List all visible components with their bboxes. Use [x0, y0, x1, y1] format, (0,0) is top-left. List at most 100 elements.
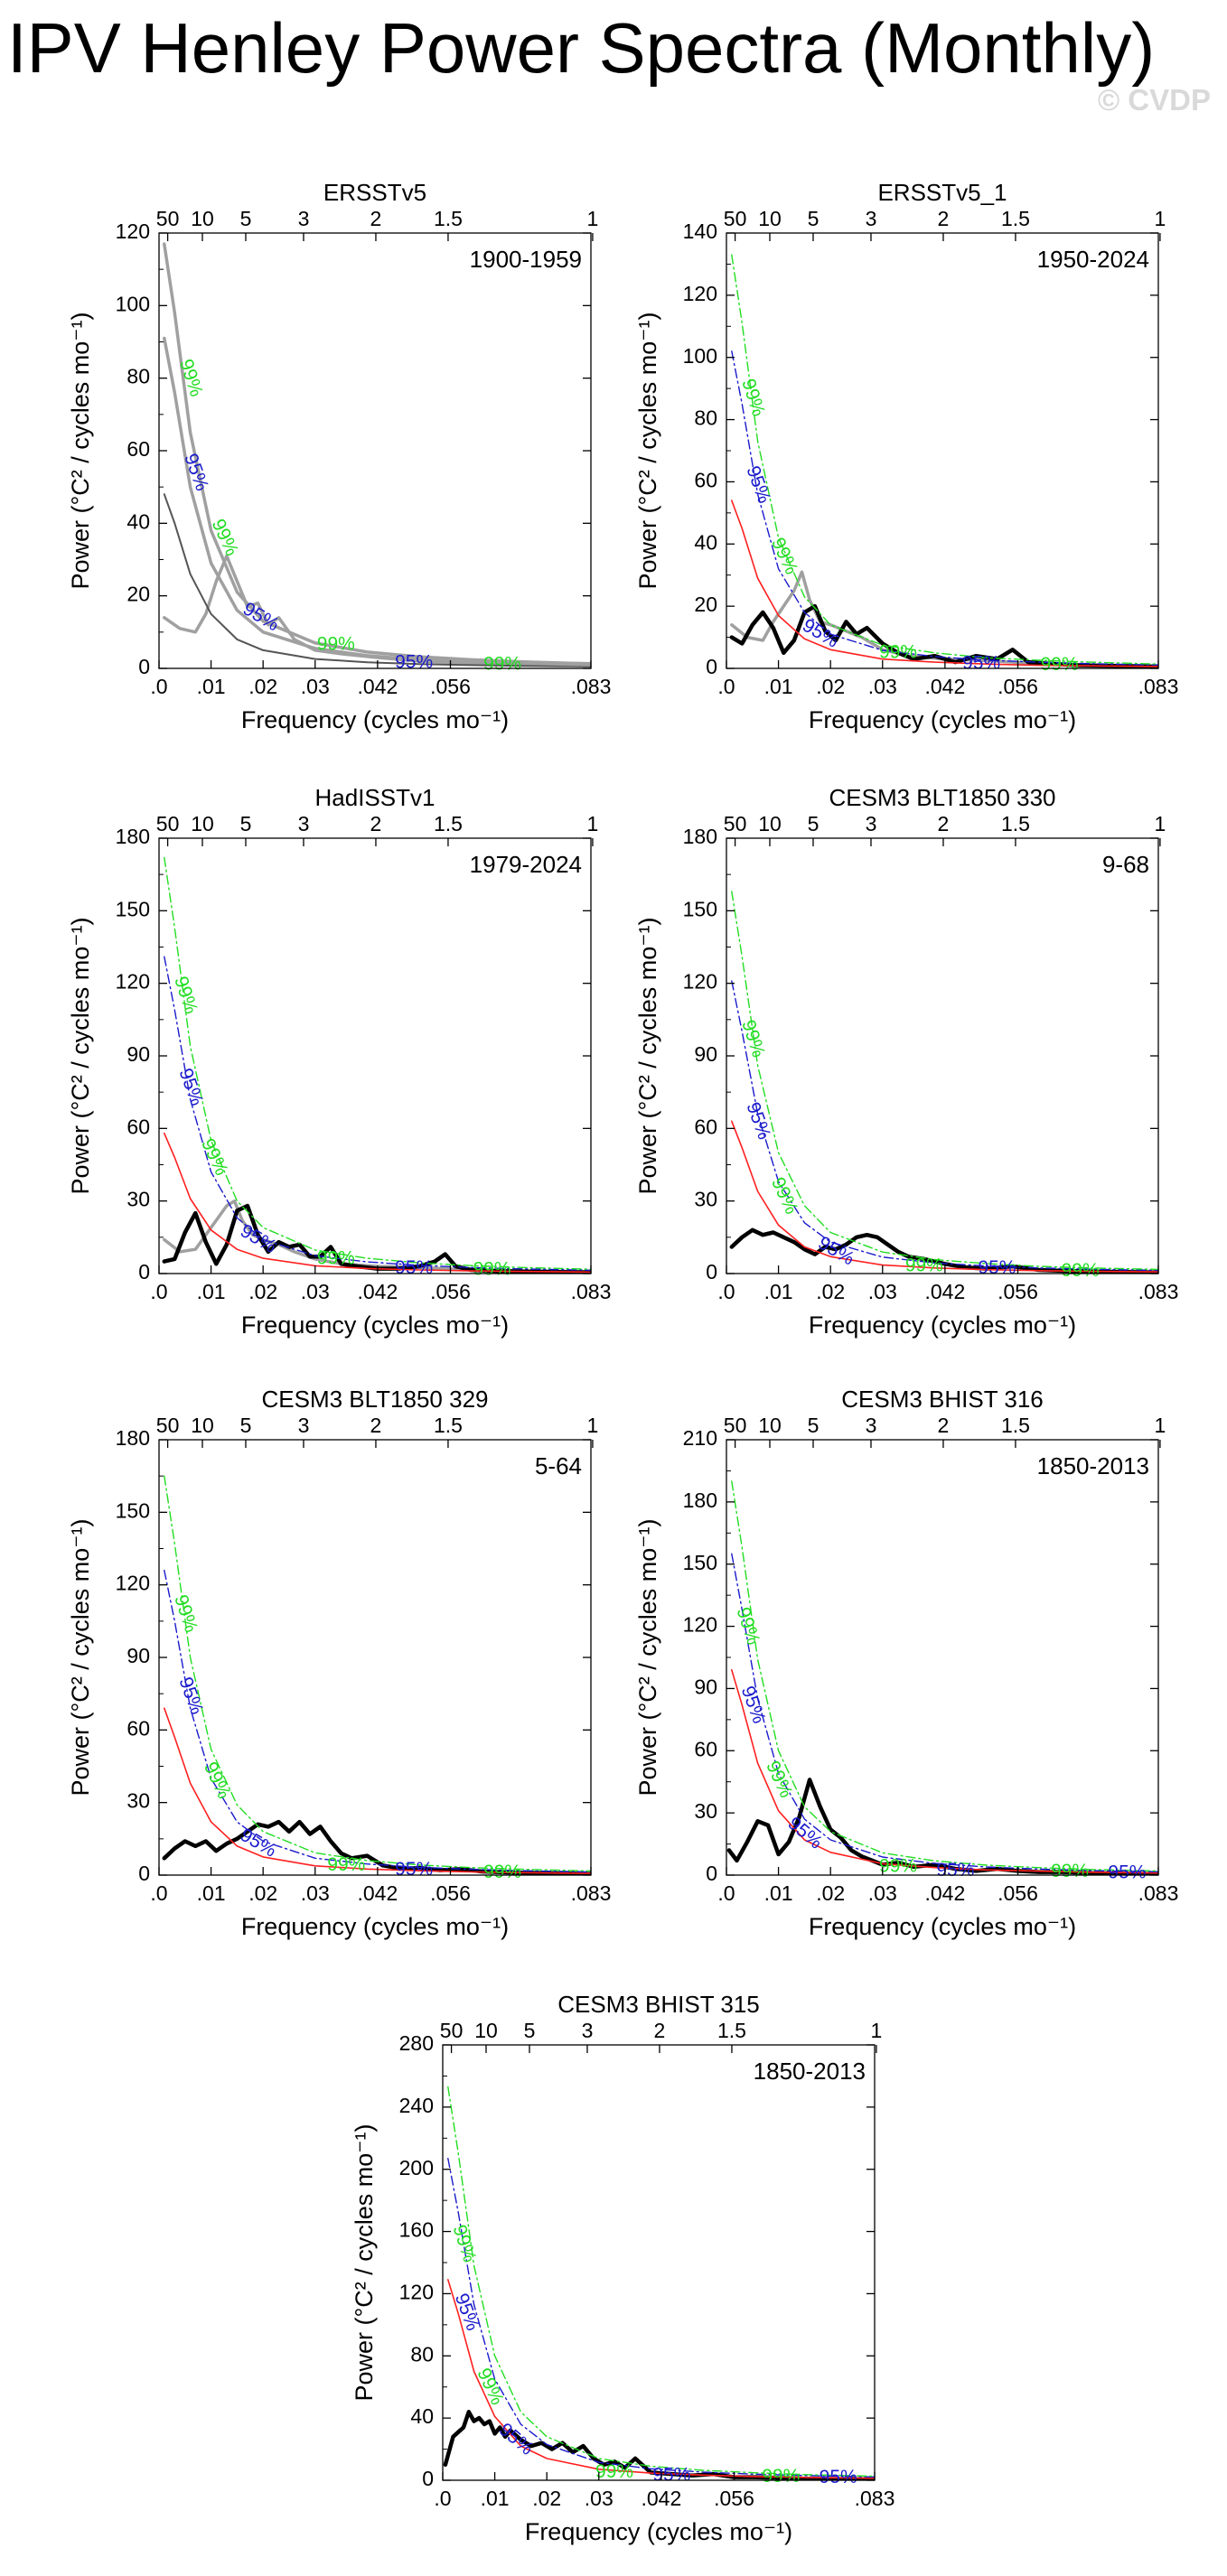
- top-period-label: 1.5: [1001, 1414, 1030, 1437]
- series-line-red_noise: [164, 1132, 591, 1274]
- x-tick-label: .0: [434, 2487, 451, 2510]
- x-axis-label: Frequency (cycles mo⁻¹): [525, 2518, 792, 2545]
- y-tick-label: 90: [126, 1644, 150, 1667]
- x-tick-label: .056: [430, 1280, 471, 1303]
- y-tick-label: 60: [126, 1716, 150, 1740]
- confidence-label: 95%: [174, 1066, 207, 1108]
- x-tick-label: .0: [150, 1280, 167, 1303]
- confidence-label: 99%: [175, 357, 207, 399]
- x-tick-label: .02: [532, 2487, 561, 2510]
- top-period-label: 3: [298, 207, 310, 230]
- series-group: [729, 891, 1158, 1274]
- period-label: 1950-2024: [1037, 246, 1149, 273]
- y-axis-label: Power (°C² / cycles mo⁻¹): [634, 917, 661, 1194]
- top-period-label: 2: [938, 207, 950, 230]
- y-tick-label: 200: [399, 2156, 434, 2179]
- series-group: [729, 254, 1158, 668]
- series-line-99pct: [447, 2086, 875, 2478]
- period-label: 1850-2013: [754, 2058, 866, 2085]
- top-period-label: 3: [866, 207, 877, 230]
- y-tick-label: 150: [116, 897, 150, 920]
- plot-frame: [158, 232, 592, 669]
- series-line-99pct: [163, 242, 591, 666]
- chart-title: CESM3 BHIST 315: [557, 1991, 760, 2018]
- y-tick-label: 60: [126, 437, 150, 461]
- x-tick-label: .083: [571, 1881, 612, 1905]
- confidence-label: 95%: [820, 2467, 857, 2487]
- top-period-label: 3: [866, 1414, 877, 1437]
- confidence-label: 99%: [1062, 1260, 1100, 1281]
- series-line-99pct: [731, 891, 1158, 1271]
- plot-frame: [442, 2044, 876, 2481]
- top-period-label: 5: [808, 812, 820, 835]
- confidence-label: 99%: [767, 1174, 802, 1218]
- confidence-label: 99%: [483, 654, 521, 675]
- period-label: 5-64: [535, 1452, 582, 1479]
- plot-frame: [726, 1439, 1159, 1876]
- confidence-label: 95%: [395, 1859, 433, 1880]
- series-line-95pct: [731, 1553, 1158, 1873]
- confidence-label: 99%: [879, 1855, 917, 1876]
- top-period-label: 50: [724, 1414, 747, 1437]
- top-period-label: 2: [938, 812, 950, 835]
- x-tick-label: .0: [717, 675, 735, 698]
- y-tick-label: 0: [706, 655, 717, 678]
- x-tick-label: .02: [816, 1881, 845, 1905]
- y-tick-label: 90: [126, 1042, 150, 1066]
- y-tick-label: 120: [683, 970, 717, 994]
- series-line-95pct: [731, 980, 1158, 1272]
- x-tick-label: .01: [764, 1881, 793, 1905]
- x-tick-label: .02: [816, 1280, 845, 1303]
- x-tick-label: .083: [1138, 1881, 1179, 1905]
- y-axis-label: Power (°C² / cycles mo⁻¹): [67, 917, 94, 1194]
- top-period-label: 1.5: [434, 207, 463, 230]
- top-period-label: 10: [474, 2019, 498, 2042]
- y-axis-label: Power (°C² / cycles mo⁻¹): [634, 312, 661, 589]
- y-tick-label: 120: [116, 970, 150, 994]
- top-period-label: 3: [298, 1414, 310, 1437]
- series-line-99pct: [164, 1475, 591, 1872]
- y-tick-label: 0: [138, 655, 150, 678]
- series-line-red_noise: [730, 499, 1158, 667]
- top-period-label: 10: [191, 207, 214, 230]
- x-tick-label: .03: [301, 1881, 330, 1905]
- x-tick-label: .042: [924, 675, 965, 698]
- y-tick-label: 150: [683, 897, 717, 920]
- top-period-label: 2: [938, 1414, 950, 1437]
- y-tick-label: 90: [694, 1675, 717, 1699]
- x-tick-label: .0: [717, 1881, 735, 1905]
- confidence-label: 95%: [395, 652, 433, 673]
- x-axis-label: Frequency (cycles mo⁻¹): [809, 1311, 1076, 1339]
- y-tick-label: 120: [683, 282, 717, 305]
- confidence-label: 95%: [451, 2291, 483, 2333]
- confidence-label: 95%: [395, 1257, 433, 1278]
- x-axis-label: Frequency (cycles mo⁻¹): [241, 1311, 509, 1339]
- chart-panel-2: 99% 95% 99% 95% 99% 95% 99% 0 20 40 60 80 100 120 140.…: [634, 179, 1178, 733]
- y-axis-label: Power (°C² / cycles mo⁻¹): [67, 1518, 94, 1796]
- x-tick-label: .056: [714, 2487, 754, 2510]
- x-tick-label: .03: [868, 675, 897, 698]
- top-period-label: 2: [370, 1414, 382, 1437]
- confidence-label: 95%: [237, 1825, 280, 1862]
- series-line-red_noise: [164, 1707, 591, 1874]
- y-tick-label: 60: [126, 1115, 150, 1138]
- confidence-label: 99%: [327, 1854, 365, 1875]
- y-tick-label: 150: [683, 1551, 717, 1574]
- period-label: 1979-2024: [470, 851, 582, 878]
- top-period-label: 5: [524, 2019, 536, 2042]
- y-tick-label: 40: [410, 2404, 434, 2428]
- y-tick-label: 40: [694, 530, 717, 554]
- confidence-label: 95%: [742, 1099, 774, 1142]
- confidence-label: 95%: [652, 2464, 690, 2485]
- y-tick-label: 100: [683, 344, 717, 368]
- y-tick-label: 240: [399, 2094, 434, 2117]
- top-period-label: 1.5: [717, 2019, 746, 2042]
- confidence-label: 99%: [317, 633, 355, 654]
- y-tick-label: 20: [694, 593, 717, 616]
- series-line-red_noise: [730, 1669, 1158, 1874]
- y-tick-label: 180: [683, 1489, 717, 1512]
- confidence-label: 95%: [962, 652, 1000, 673]
- y-tick-label: 80: [126, 365, 150, 388]
- top-period-label: 1: [587, 812, 599, 835]
- top-period-label: 10: [191, 812, 214, 835]
